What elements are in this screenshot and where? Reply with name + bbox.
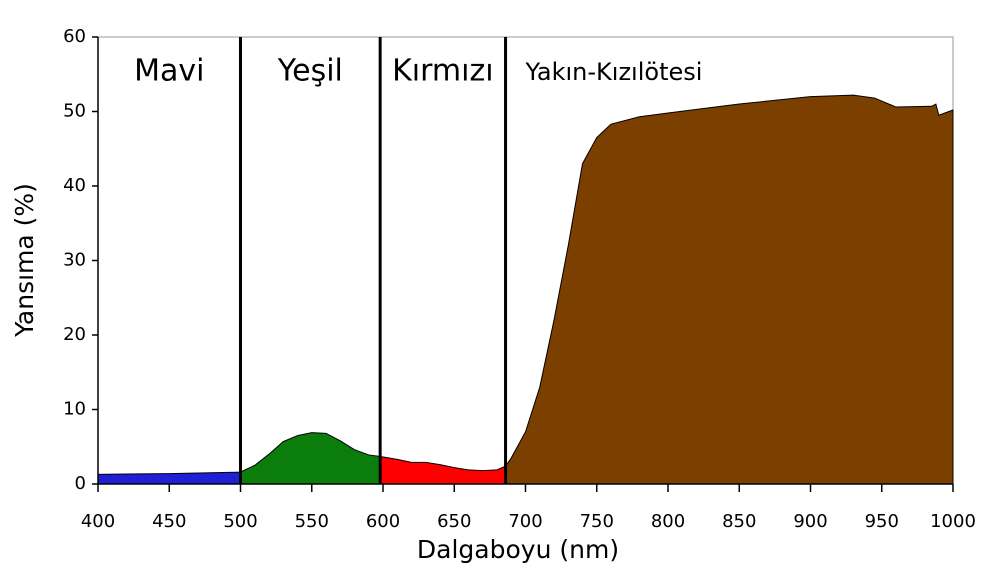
x-tick-label: 800 (651, 511, 685, 532)
area (505, 94, 954, 485)
x-tick-label: 1000 (930, 511, 976, 532)
x-tick-label: 550 (295, 511, 329, 532)
x-tick-label: 650 (437, 511, 471, 532)
y-tick-label: 20 (63, 324, 86, 345)
band-label: Yakın-Kızılötesi (525, 58, 703, 86)
x-tick-label: 700 (508, 511, 542, 532)
band-label: Yeşil (277, 54, 343, 89)
x-axis-title: Dalgaboyu (nm) (417, 535, 619, 564)
x-tick-label: 500 (223, 511, 257, 532)
area (97, 471, 241, 485)
band-label: Mavi (134, 54, 204, 89)
area (379, 455, 507, 485)
band-label: Kırmızı (392, 54, 493, 89)
y-tick-label: 30 (63, 250, 86, 271)
x-tick-label: 600 (366, 511, 400, 532)
x-tick-label: 850 (722, 511, 756, 532)
y-tick-label: 0 (75, 473, 86, 494)
x-tick-label: 900 (793, 511, 827, 532)
y-tick-label: 50 (63, 101, 86, 122)
y-tick-label: 10 (63, 399, 86, 420)
y-axis-title: Yansıma (%) (10, 183, 39, 338)
area (240, 432, 381, 485)
x-tick-label: 400 (81, 511, 115, 532)
x-tick-label: 950 (865, 511, 899, 532)
y-tick-label: 40 (63, 175, 86, 196)
y-tick-label: 60 (63, 26, 86, 47)
x-tick-label: 750 (580, 511, 614, 532)
x-tick-label: 450 (152, 511, 186, 532)
